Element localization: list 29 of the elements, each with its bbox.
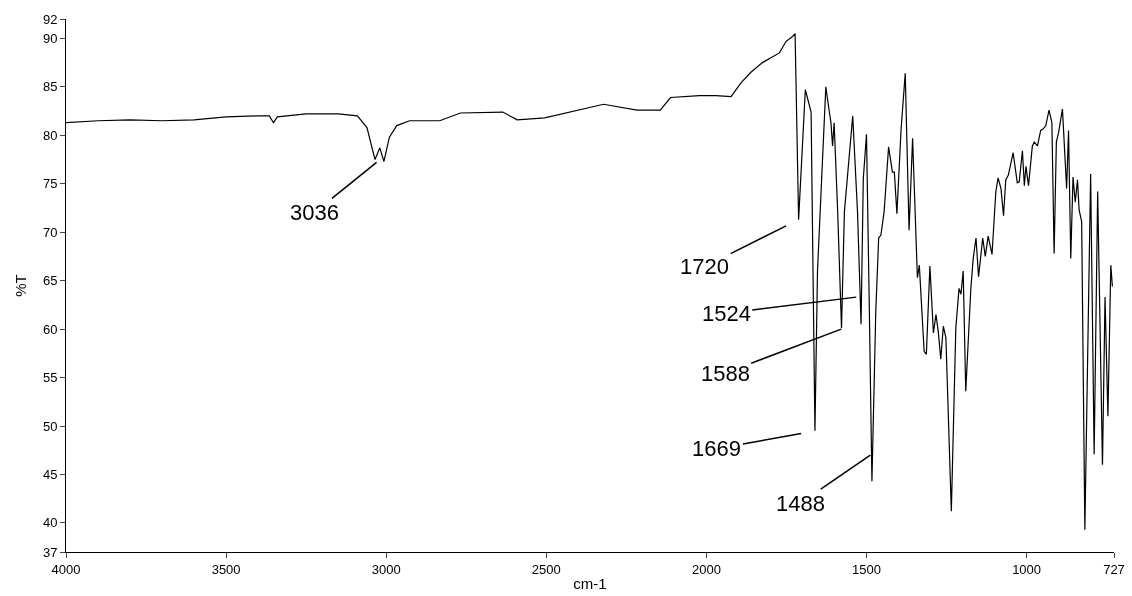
y-tick-label: 45: [42, 467, 58, 483]
x-tick-label: 2500: [531, 561, 561, 577]
annotation: 1720: [680, 254, 729, 279]
x-tick-label: 1500: [852, 561, 881, 577]
y-tick-label: 92: [42, 11, 58, 27]
x-tick-label: 727: [1103, 561, 1125, 577]
y-tick-label: 75: [42, 176, 58, 192]
y-tick-label: 80: [42, 127, 58, 143]
annotation: 1669: [692, 436, 741, 461]
x-axis-title: cm-1: [573, 574, 607, 592]
annotation: 3036: [290, 200, 339, 225]
y-tick-label: 60: [42, 321, 58, 337]
x-tick-label: 3500: [211, 561, 241, 577]
annotation: 1524: [702, 301, 751, 326]
y-tick-label: 65: [42, 273, 58, 289]
y-tick-label: 85: [42, 79, 58, 95]
x-tick-label: 4000: [51, 561, 81, 577]
x-tick-label: 2000: [691, 561, 721, 577]
y-tick-label: 55: [42, 370, 58, 386]
x-tick-label: 3000: [371, 561, 401, 577]
y-tick-label: 70: [42, 224, 58, 240]
y-tick-label: 40: [42, 515, 58, 531]
y-axis-title: %T: [12, 274, 30, 297]
x-tick-label: 1000: [1012, 561, 1042, 577]
y-tick-label: 50: [42, 418, 58, 434]
y-tick-label: 37: [42, 544, 58, 560]
y-tick-label: 90: [42, 30, 58, 46]
annotation: 1488: [776, 491, 825, 516]
annotation: 1588: [701, 361, 750, 386]
